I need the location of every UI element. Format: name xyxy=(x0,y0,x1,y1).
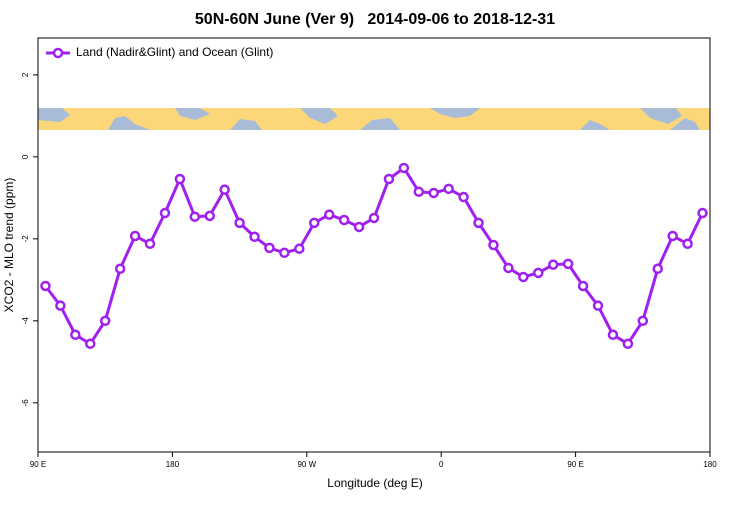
x-tick-label: 0 xyxy=(439,460,444,469)
data-point xyxy=(592,300,604,311)
x-axis-label: Longitude (deg E) xyxy=(327,476,422,490)
data-point xyxy=(533,267,544,279)
data-point xyxy=(99,315,111,327)
legend-marker xyxy=(52,47,64,59)
data-point xyxy=(249,231,260,243)
y-tick-label: -6 xyxy=(21,399,30,407)
data-point xyxy=(697,207,708,219)
y-tick-label: 2 xyxy=(21,72,30,77)
data-point xyxy=(443,183,454,195)
data-point xyxy=(413,186,425,197)
y-axis-label: XCO2 - MLO trend (ppm) xyxy=(2,178,16,313)
data-point xyxy=(294,243,305,254)
data-point xyxy=(503,262,514,274)
x-tick-label: 90 W xyxy=(297,460,316,469)
data-point xyxy=(428,187,439,199)
data-point xyxy=(547,259,559,270)
data-point xyxy=(577,280,589,292)
series-line xyxy=(44,165,704,346)
data-point xyxy=(264,242,275,254)
y-tick-label: -2 xyxy=(21,235,30,243)
data-point xyxy=(383,173,395,185)
legend-label: Land (Nadir&Glint) and Ocean (Glint) xyxy=(76,45,273,59)
data-point xyxy=(55,300,66,311)
data-point xyxy=(114,263,126,275)
data-point xyxy=(458,191,469,203)
data-point xyxy=(40,280,51,292)
data-point xyxy=(279,247,290,259)
data-point xyxy=(488,239,499,251)
data-point xyxy=(144,238,156,250)
data-point xyxy=(70,329,81,341)
data-point xyxy=(338,214,350,226)
data-point xyxy=(518,271,529,283)
data-point xyxy=(189,211,201,222)
y-tick-label: 0 xyxy=(21,154,30,159)
x-tick-label: 90 E xyxy=(567,460,583,469)
data-point xyxy=(622,338,634,350)
data-point xyxy=(219,184,230,195)
data-point xyxy=(159,207,171,219)
data-point xyxy=(637,315,649,327)
x-tick-label: 90 E xyxy=(30,460,46,469)
data-point xyxy=(174,173,186,185)
data-point xyxy=(234,217,245,229)
data-point xyxy=(309,217,320,229)
x-tick-label: 180 xyxy=(703,460,717,469)
data-point xyxy=(323,209,335,220)
data-point xyxy=(204,210,215,222)
plot-frame xyxy=(37,37,711,453)
data-point xyxy=(353,221,365,233)
x-tick-label: 180 xyxy=(166,460,180,469)
data-point xyxy=(368,212,380,224)
data-point xyxy=(473,217,484,229)
y-tick-label: -4 xyxy=(21,317,30,325)
data-point xyxy=(398,162,410,174)
data-point xyxy=(129,230,141,242)
data-point xyxy=(85,338,96,350)
data-point xyxy=(652,263,663,275)
data-point xyxy=(667,230,678,242)
data-point xyxy=(607,329,619,341)
data-point xyxy=(682,238,693,250)
map-strip xyxy=(38,108,710,130)
data-point xyxy=(562,258,574,270)
chart-title: 50N-60N June (Ver 9) 2014-09-06 to 2018-… xyxy=(195,11,555,28)
